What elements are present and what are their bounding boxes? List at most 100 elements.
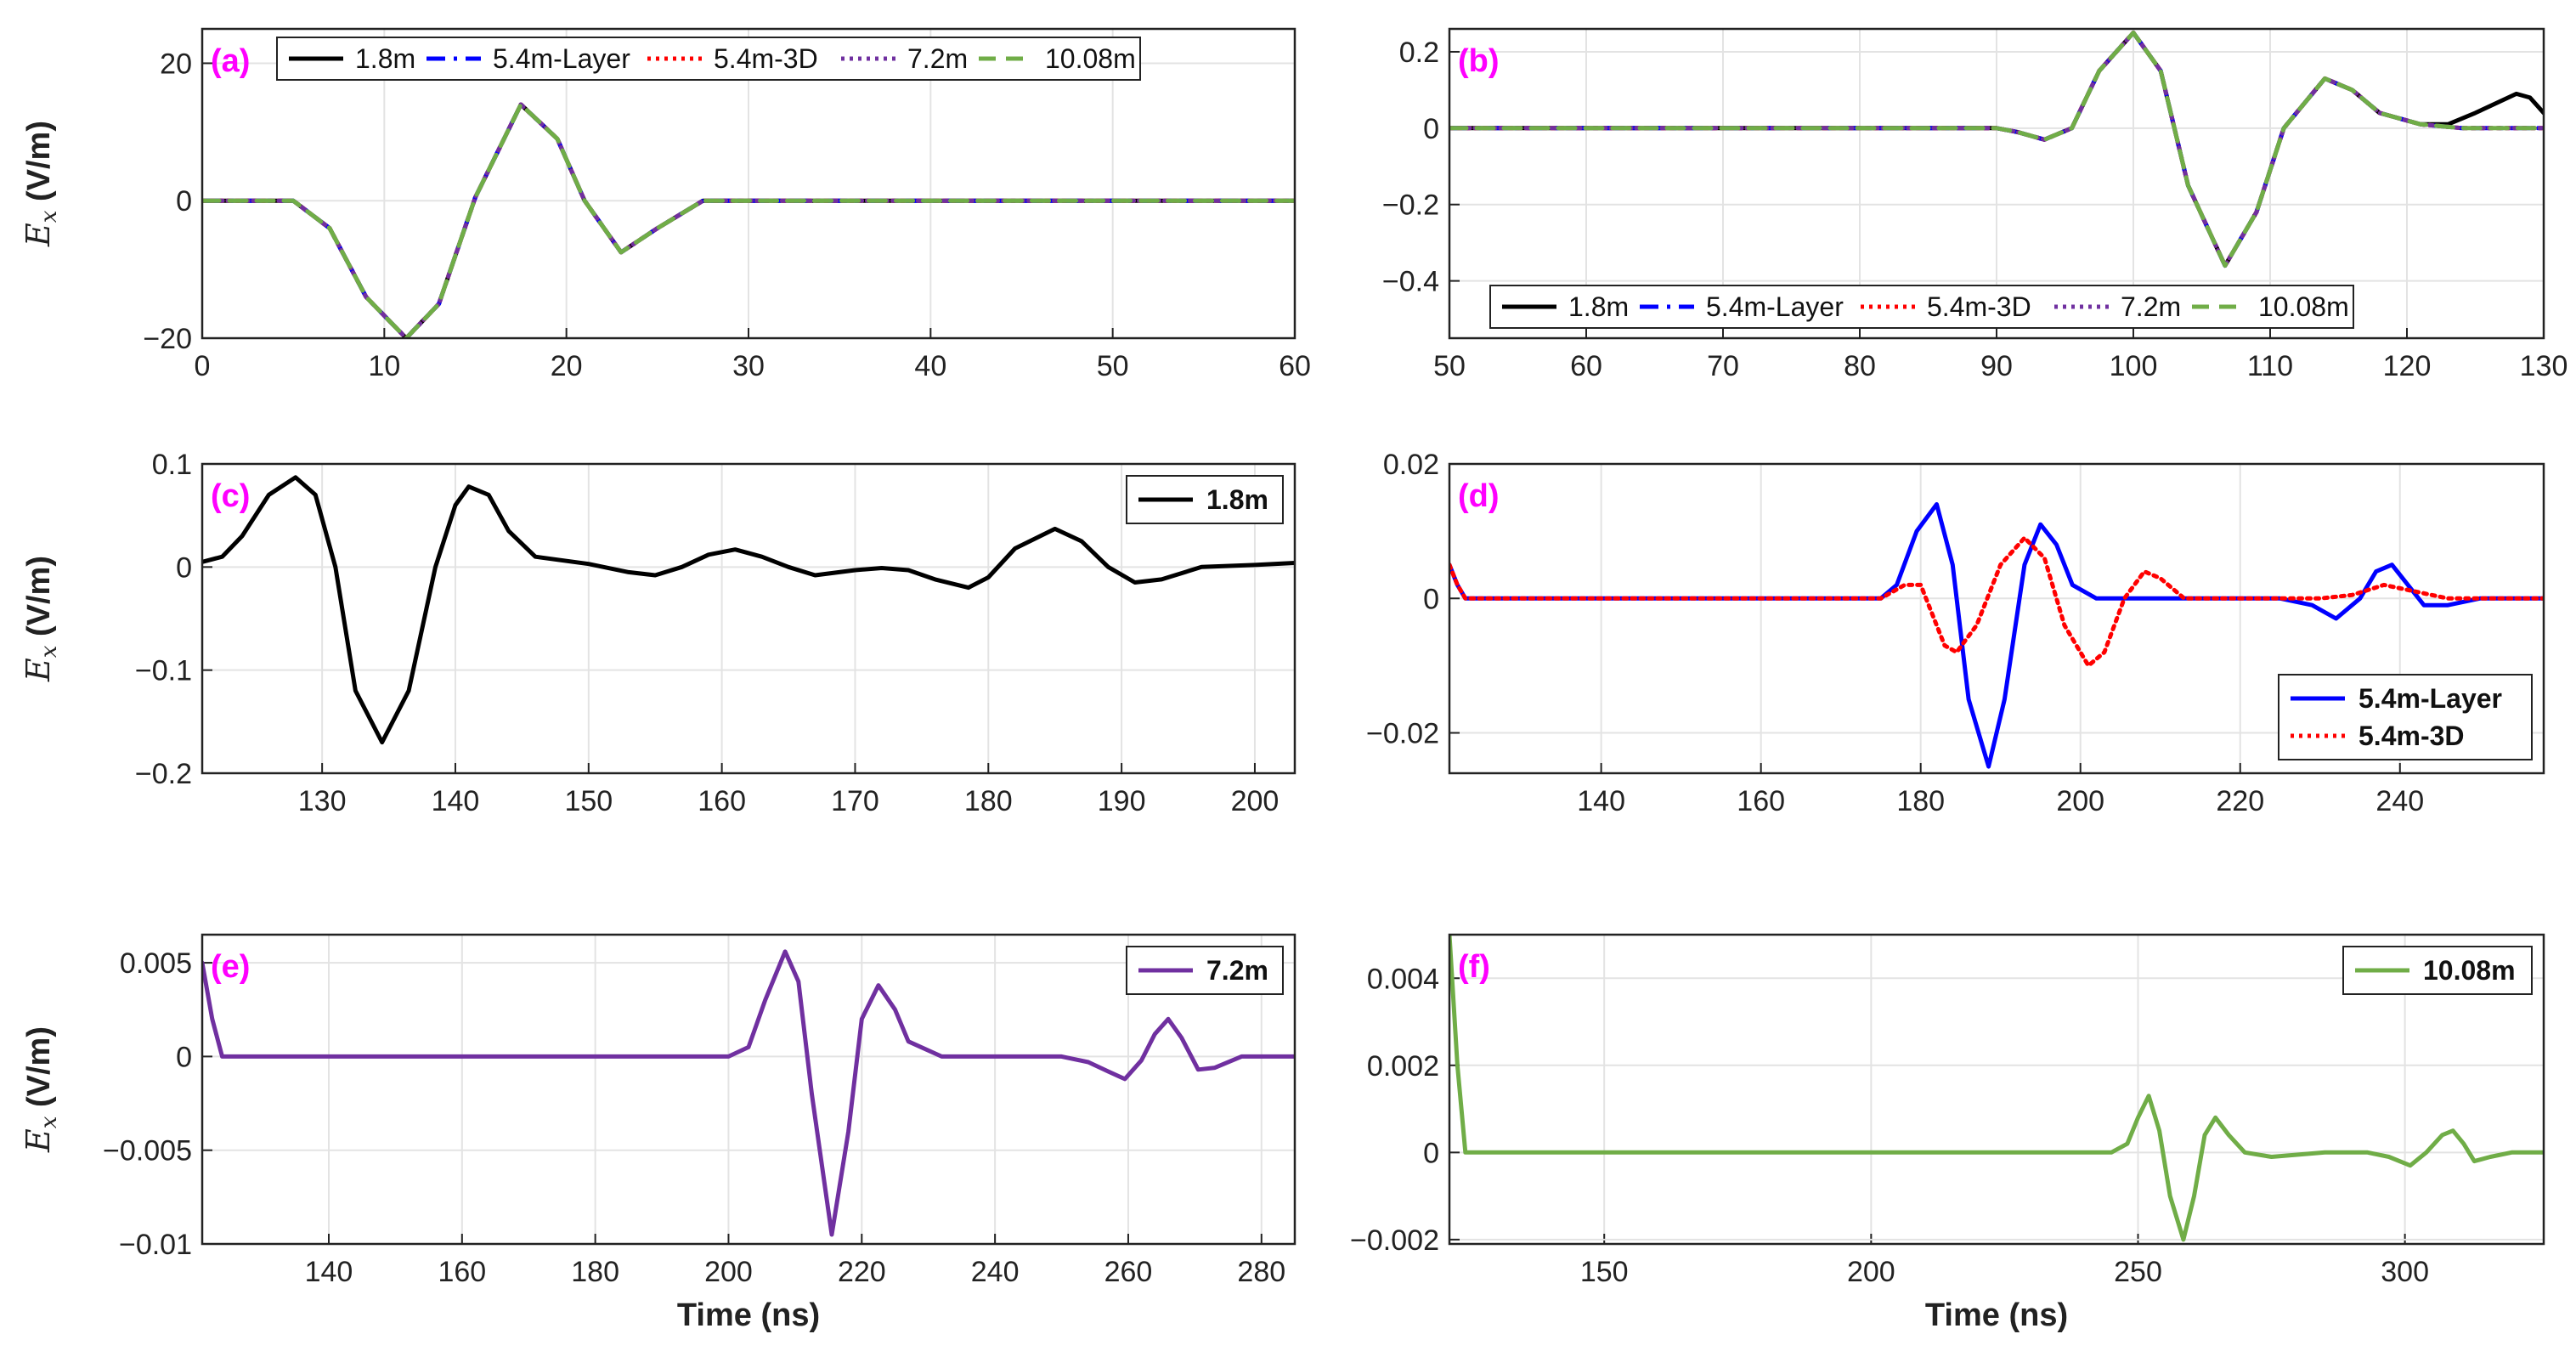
plot-area <box>202 464 1295 773</box>
plot-area <box>202 935 1295 1244</box>
y-tick-label: −0.01 <box>119 1229 192 1261</box>
y-tick-label: 0 <box>1423 113 1439 145</box>
y-tick-label: 0 <box>1423 1137 1439 1169</box>
x-tick-label: 80 <box>1844 350 1876 382</box>
x-tick-label: 200 <box>704 1256 753 1288</box>
legend-box <box>2278 674 2533 760</box>
y-tick-label: −0.2 <box>135 758 192 790</box>
series-line-10.08m <box>202 102 1295 338</box>
legend-entry-label: 5.4m-3D <box>1927 291 2031 322</box>
axes-frame <box>1448 462 2545 775</box>
y-tick-label: 0.004 <box>1367 963 1439 995</box>
panel-tag: (c) <box>211 478 250 514</box>
series-line-10.08m <box>1449 935 2544 1242</box>
x-tick-label: 50 <box>1433 350 1466 382</box>
y-axis-label: Ex (V/m) <box>20 121 62 247</box>
y-tick-label: −0.005 <box>103 1135 192 1167</box>
x-tick-label: 30 <box>732 350 765 382</box>
x-tick-label: 50 <box>1097 350 1129 382</box>
legend-box <box>276 37 1141 81</box>
x-tick-label: 120 <box>2383 350 2432 382</box>
x-axis-label: Time (ns) <box>677 1297 820 1333</box>
x-tick-label: 240 <box>2375 785 2424 817</box>
legend-entry-label: 7.2m <box>1206 955 1268 986</box>
legend-entry-label: 7.2m <box>2121 291 2181 322</box>
x-tick-label: 240 <box>971 1256 1020 1288</box>
x-tick-label: 190 <box>1098 785 1146 817</box>
panel-tag: (b) <box>1458 43 1500 79</box>
y-tick-label: −0.1 <box>135 655 192 687</box>
y-tick-label: 0.2 <box>1399 37 1439 69</box>
x-tick-label: 160 <box>1737 785 1785 817</box>
legend-entry-label: 5.4m-Layer <box>493 43 630 74</box>
series-line-10.08m <box>1449 31 2544 269</box>
legend-entry-label: 5.4m-Layer <box>1706 291 1844 322</box>
legend: 10.08m <box>2342 946 2533 995</box>
y-tick-label: 0 <box>176 1041 192 1073</box>
x-tick-label: 200 <box>2056 785 2104 817</box>
series-line-7.2m <box>202 949 1295 1237</box>
panel-d: 140 160 180 200 220 240 −0.02 0 0.02 (d) 5.4m-Laye… <box>1366 449 2545 817</box>
x-tick-label: 160 <box>698 785 746 817</box>
x-axis-label: Time (ns) <box>1925 1297 2068 1333</box>
x-tick-label: 250 <box>2114 1256 2162 1288</box>
panel-tag: (e) <box>211 949 250 985</box>
x-tick-label: 300 <box>2381 1256 2429 1288</box>
legend: 1.8m 5.4m-Layer 5.4m-3D 7.2m 10.08m <box>1489 285 2354 329</box>
panel-b: 50 60 70 80 90 100 110 120 130 −0.4 −0.2 0 0.2 (b) 1.8… <box>1382 27 2568 382</box>
x-tick-label: 110 <box>2247 350 2293 382</box>
legend-entry-label: 5.4m-Layer <box>2359 683 2502 714</box>
legend-entry-label: 5.4m-3D <box>2359 721 2465 751</box>
panel-tag: (a) <box>211 43 250 79</box>
y-tick-label: −20 <box>143 323 192 355</box>
y-tick-label: 0 <box>176 551 192 584</box>
x-tick-label: 150 <box>564 785 613 817</box>
series-line-5.4m-3D <box>1449 535 2544 668</box>
series-line-1.8m <box>202 475 1295 745</box>
x-tick-label: 40 <box>914 350 946 382</box>
legend-box <box>1489 285 2354 329</box>
axes-frame <box>1448 27 2545 340</box>
y-tick-label: 0 <box>1423 583 1439 615</box>
panel-tag: (d) <box>1458 478 1500 514</box>
y-tick-label: 0.005 <box>120 947 192 980</box>
x-tick-label: 100 <box>2110 350 2158 382</box>
y-tick-label: −0.2 <box>1382 189 1439 222</box>
x-tick-label: 200 <box>1847 1256 1895 1288</box>
x-tick-label: 130 <box>2520 350 2568 382</box>
axes-frame <box>201 933 1296 1246</box>
panel-e: 140 160 180 200 220 240 260 280 −0.01 −0.005 0 0.00… <box>20 933 1296 1333</box>
x-tick-label: 0 <box>195 350 211 382</box>
x-tick-label: 200 <box>1231 785 1280 817</box>
y-axis-label: Ex (V/m) <box>20 1026 62 1153</box>
y-tick-label: 0.1 <box>152 449 192 481</box>
y-tick-label: 0.02 <box>1383 449 1439 481</box>
y-axis-label: Ex (V/m) <box>20 556 62 682</box>
x-tick-label: 180 <box>964 785 1013 817</box>
x-tick-label: 60 <box>1279 350 1311 382</box>
legend-entry-label: 5.4m-3D <box>714 43 818 74</box>
series-line-5.4m-Layer <box>1449 502 2544 769</box>
legend: 5.4m-Layer 5.4m-3D <box>2278 674 2533 760</box>
x-tick-label: 220 <box>838 1256 886 1288</box>
legend-entry-label: 10.08m <box>1045 43 1136 74</box>
x-tick-label: 130 <box>298 785 347 817</box>
x-tick-label: 260 <box>1104 1256 1153 1288</box>
x-tick-label: 140 <box>432 785 480 817</box>
x-tick-label: 140 <box>1577 785 1625 817</box>
legend: 1.8m <box>1126 475 1284 524</box>
legend-entry-label: 10.08m <box>2423 955 2516 986</box>
x-tick-label: 160 <box>438 1256 486 1288</box>
panel-c: 130 140 150 160 170 180 190 200 −0.2 −0.1 0 0.1 (c) E… <box>20 449 1296 817</box>
y-tick-label: 0.002 <box>1367 1050 1439 1083</box>
x-tick-label: 90 <box>1980 350 2013 382</box>
axes-frame <box>201 462 1296 775</box>
x-tick-label: 180 <box>1896 785 1945 817</box>
x-tick-label: 140 <box>305 1256 353 1288</box>
y-tick-label: −0.02 <box>1366 718 1439 750</box>
legend-entry-label: 10.08m <box>2258 291 2349 322</box>
legend-entry-label: 7.2m <box>907 43 968 74</box>
legend-entry-label: 1.8m <box>1206 484 1268 515</box>
